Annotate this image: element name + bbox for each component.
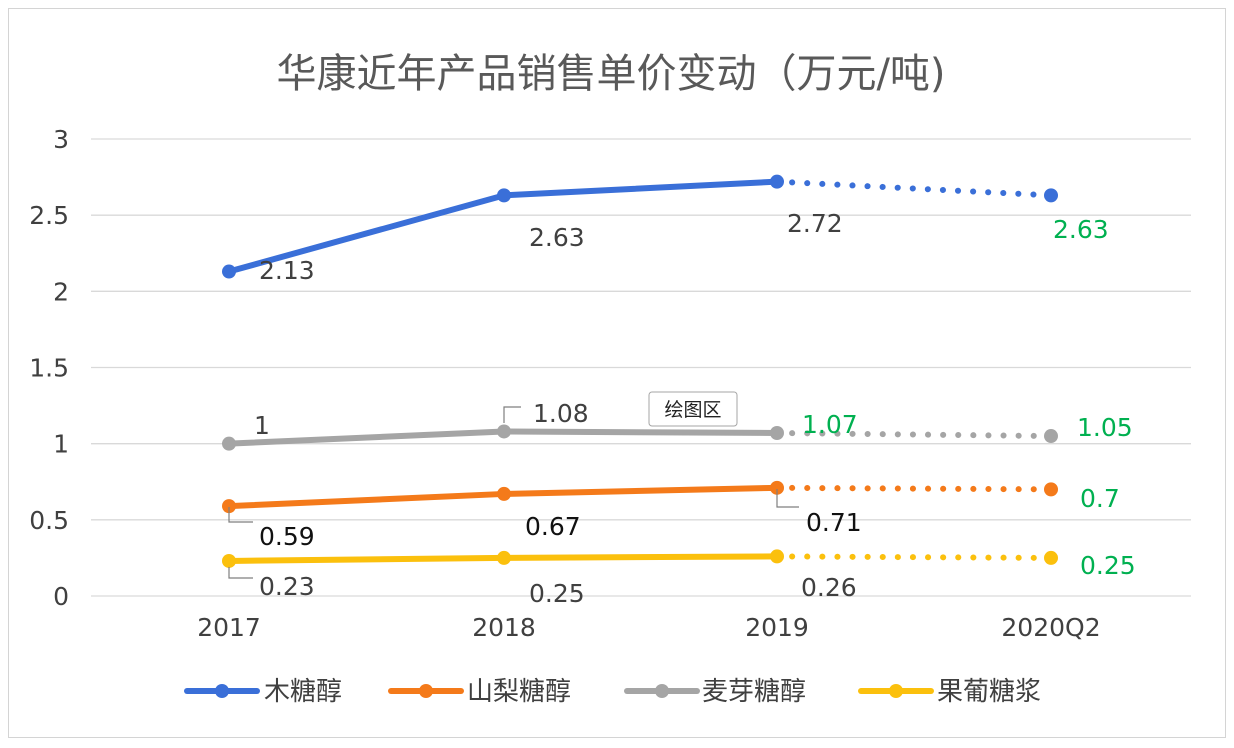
- legend-marker: [215, 684, 229, 698]
- label-leader-line: [503, 406, 521, 423]
- data-label: 0.59: [259, 522, 315, 551]
- data-point[interactable]: [222, 436, 236, 451]
- legend[interactable]: 木糖醇 山梨糖醇 麦芽糖醇 果葡糖浆: [184, 677, 1041, 707]
- legend-marker: [419, 684, 433, 698]
- legend-marker: [889, 684, 903, 698]
- y-axis: 0 0.5 1 1.5 2 2.5 3: [29, 125, 69, 611]
- data-point[interactable]: [222, 264, 236, 279]
- x-tick-label: 2019: [745, 613, 809, 642]
- data-point[interactable]: [222, 553, 236, 568]
- data-point[interactable]: [770, 426, 784, 441]
- y-tick-label: 1.5: [29, 354, 69, 383]
- gridlines: [91, 138, 1191, 597]
- label-leader-line: [228, 567, 253, 579]
- y-tick-label: 2: [53, 277, 69, 306]
- data-label: 0.23: [259, 572, 315, 601]
- legend-label: 果葡糖浆: [937, 677, 1041, 707]
- line-chart[interactable]: 华康近年产品销售单价变动（万元/吨) 00.511.522.53 2017 201…: [9, 9, 1227, 739]
- legend-label: 木糖醇: [264, 677, 342, 707]
- x-axis: 2017 2018 2019 2020Q2: [197, 613, 1100, 642]
- series-maltitol[interactable]: [222, 424, 1058, 451]
- data-label: 0.26: [801, 573, 857, 602]
- label-leader-line: [776, 489, 799, 508]
- chart-title: 华康近年产品销售单价变动（万元/吨): [276, 51, 945, 97]
- plot-area-tooltip: 绘图区: [648, 391, 738, 427]
- data-point[interactable]: [1044, 482, 1058, 497]
- data-label: 0.67: [525, 512, 581, 541]
- y-tick-label: 1: [53, 430, 69, 459]
- data-labels: 2.132.63 2.72 2.630.59 0.67 0.710.71 1.08 1.07…: [228, 209, 1136, 608]
- data-point[interactable]: [1044, 550, 1058, 565]
- tooltip-text: 绘图区: [664, 399, 721, 421]
- data-label: 1.08: [533, 399, 589, 428]
- y-tick-label: 2.5: [29, 201, 69, 230]
- x-tick-label: 2018: [472, 613, 536, 642]
- data-label: 2.63: [529, 223, 585, 252]
- data-label: 0.25: [529, 579, 585, 608]
- data-point[interactable]: [222, 499, 236, 514]
- chart-frame: 华康近年产品销售单价变动（万元/吨) 0 0.5 1 1.5 2 2.5 3 2017 201…: [8, 8, 1226, 738]
- data-label: 2.13: [259, 256, 315, 285]
- legend-label: 麦芽糖醇: [702, 677, 806, 707]
- series-lines[interactable]: [222, 174, 1058, 568]
- series-xylitol[interactable]: [222, 174, 1058, 279]
- legend-marker: [655, 684, 669, 698]
- data-point[interactable]: [497, 424, 511, 439]
- data-label: 1: [254, 411, 270, 440]
- series-forecast-line: [774, 553, 1054, 561]
- data-point[interactable]: [1044, 429, 1058, 444]
- series-forecast-line: [774, 178, 1054, 199]
- y-tick-label: 3: [53, 125, 69, 154]
- legend-item-hfcs[interactable]: 果葡糖浆: [858, 677, 1041, 707]
- data-point[interactable]: [497, 188, 511, 203]
- series-hfcs[interactable]: [222, 549, 1058, 568]
- x-tick-label: 2020Q2: [1001, 613, 1100, 642]
- data-point[interactable]: [497, 550, 511, 565]
- data-point[interactable]: [770, 174, 784, 189]
- series-forecast-line: [774, 484, 1054, 493]
- data-point[interactable]: [497, 486, 511, 501]
- legend-item-xylitol[interactable]: 木糖醇: [184, 677, 342, 707]
- data-label: 0.7: [1080, 484, 1120, 513]
- data-label: 1.07: [802, 410, 858, 439]
- y-tick-label: 0: [53, 582, 69, 611]
- legend-item-maltitol[interactable]: 麦芽糖醇: [624, 677, 806, 707]
- series-forecast-line: [774, 430, 1054, 440]
- data-point[interactable]: [1044, 188, 1058, 203]
- data-point[interactable]: [770, 549, 784, 564]
- tooltip-box: [648, 391, 738, 427]
- data-label: 0.25: [1080, 551, 1136, 580]
- x-tick-label: 2017: [197, 613, 261, 642]
- data-point[interactable]: [770, 480, 784, 495]
- series-sorbitol[interactable]: [222, 480, 1058, 514]
- data-label: 0.71: [806, 508, 862, 537]
- data-label: 2.72: [787, 209, 843, 238]
- data-label: 2.63: [1053, 215, 1109, 244]
- data-label: 1.05: [1077, 413, 1133, 442]
- y-tick-label: 0.5: [29, 506, 69, 535]
- legend-item-sorbitol[interactable]: 山梨糖醇: [388, 677, 571, 707]
- legend-label: 山梨糖醇: [467, 677, 571, 707]
- label-leader-line: [228, 507, 253, 523]
